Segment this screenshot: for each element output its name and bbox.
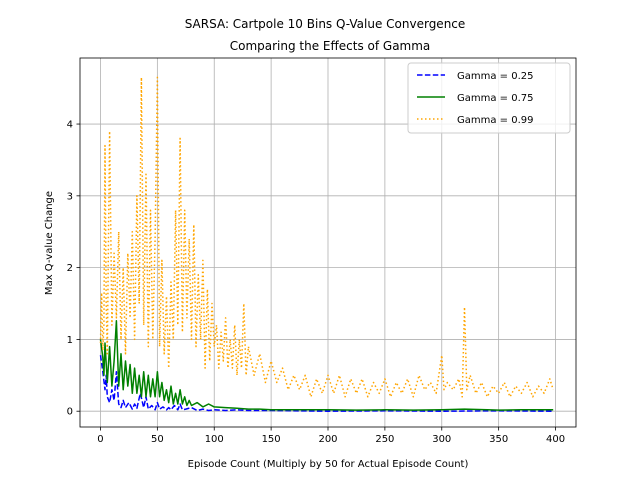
chart-subtitle: Comparing the Effects of Gamma bbox=[230, 39, 431, 53]
x-tick-label: 0 bbox=[97, 434, 103, 445]
y-tick-label: 1 bbox=[67, 335, 73, 346]
y-tick-label: 3 bbox=[67, 191, 73, 202]
axis-ticks: 0 50 100 150 200 250 300 350 400 0 1 2 3 4 bbox=[67, 120, 565, 445]
legend: Gamma = 0.25 Gamma = 0.75 Gamma = 0.99 bbox=[407, 62, 571, 134]
x-tick-label: 150 bbox=[262, 434, 281, 445]
x-tick-label: 350 bbox=[489, 434, 508, 445]
x-tick-label: 250 bbox=[375, 434, 394, 445]
x-tick-label: 100 bbox=[205, 434, 224, 445]
x-tick-label: 50 bbox=[151, 434, 164, 445]
chart-title: SARSA: Cartpole 10 Bins Q-Value Converge… bbox=[185, 17, 466, 31]
x-tick-label: 300 bbox=[432, 434, 451, 445]
legend-label-gamma-0-99: Gamma = 0.99 bbox=[457, 115, 534, 126]
series-line-gamma-0-75 bbox=[99, 320, 554, 411]
legend-label-gamma-0-75: Gamma = 0.75 bbox=[457, 93, 534, 104]
y-tick-label: 2 bbox=[67, 263, 73, 274]
y-tick-label: 4 bbox=[67, 120, 73, 131]
x-tick-label: 200 bbox=[318, 434, 337, 445]
x-axis-label: Episode Count (Multiply by 50 for Actual… bbox=[188, 459, 469, 470]
series-line-gamma-0-25 bbox=[99, 355, 554, 412]
y-tick-label: 0 bbox=[67, 407, 73, 418]
series-group bbox=[99, 76, 554, 412]
legend-box bbox=[407, 62, 571, 134]
series-line-gamma-0-99 bbox=[99, 76, 554, 398]
y-axis-label: Max Q-value Change bbox=[44, 191, 55, 295]
legend-label-gamma-0-25: Gamma = 0.25 bbox=[457, 71, 534, 82]
x-tick-label: 400 bbox=[546, 434, 565, 445]
